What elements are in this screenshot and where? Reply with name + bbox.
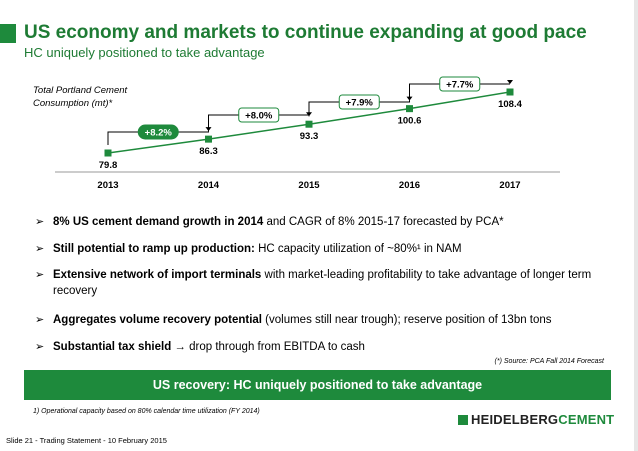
- data-label: 86.3: [199, 146, 218, 157]
- growth-label: +7.9%: [346, 98, 374, 109]
- growth-label: +8.2%: [145, 128, 173, 139]
- company-logo: HEIDELBERGCEMENT: [458, 412, 614, 427]
- growth-label: +8.0%: [245, 111, 273, 122]
- data-label: 93.3: [300, 131, 319, 142]
- growth-badge: [439, 76, 481, 92]
- bullet-bold: Substantial tax shield: [53, 341, 172, 353]
- data-point: [506, 88, 514, 96]
- arrowhead-icon: ➢: [35, 269, 45, 281]
- source-note: (*) Source: PCA Fall 2014 Forecast: [494, 358, 604, 365]
- bullet-text: → drop through from EBITDA to cash: [171, 341, 365, 353]
- data-point: [305, 120, 313, 128]
- logo-text-part2: CEMENT: [558, 412, 615, 427]
- logo-text-part1: HEIDELBERG: [471, 412, 559, 427]
- data-point: [406, 105, 413, 113]
- x-tick-label: 2015: [298, 180, 320, 191]
- data-point: [104, 149, 112, 157]
- x-tick-label: 2014: [198, 180, 220, 191]
- logo-mark-icon: [458, 415, 468, 425]
- x-tick-label: 2013: [97, 180, 118, 191]
- data-label: 108.4: [498, 99, 522, 110]
- arrowhead-icon: ➢: [35, 243, 45, 255]
- page-subtitle: HC uniquely positioned to take advantage: [24, 45, 265, 60]
- slide-edge: [634, 0, 638, 451]
- chart-label: Total Portland Cement Consumption (mt)*: [33, 84, 127, 110]
- slide-footer: Slide 21 - Trading Statement - 10 Februa…: [6, 436, 167, 445]
- chart-label-line1: Total Portland Cement: [33, 85, 128, 96]
- x-tick-label: 2016: [399, 180, 420, 191]
- growth-badge: [238, 107, 280, 123]
- x-tick-label: 2017: [499, 180, 520, 191]
- bullet-bold: 8% US cement demand growth in 2014: [53, 216, 264, 228]
- bullet-text: HC capacity utilization of ~80%¹ in NAM: [254, 243, 462, 255]
- footnote: 1) Operational capacity based on 80% cal…: [33, 408, 260, 415]
- arrowhead-icon: ➢: [35, 314, 45, 326]
- growth-label: +7.7%: [446, 80, 474, 91]
- summary-banner: US recovery: HC uniquely positioned to t…: [24, 370, 611, 400]
- chart-label-line2: Consumption (mt)*: [33, 98, 113, 109]
- growth-arrowhead: [507, 80, 513, 84]
- growth-badge: [338, 94, 380, 110]
- data-label: 100.6: [398, 116, 422, 127]
- page-title: US economy and markets to continue expan…: [24, 22, 587, 43]
- arrowhead-icon: ➢: [35, 216, 45, 228]
- bullet-text: with market-leading profitability to tak…: [53, 269, 592, 297]
- bullet-bold: Still potential to ramp up production:: [53, 243, 255, 255]
- bullet-bold: Extensive network of import terminals: [53, 269, 262, 281]
- bullet-text: and CAGR of 8% 2015-17 forecasted by PCA…: [263, 216, 504, 228]
- growth-badge: [137, 124, 179, 140]
- data-label: 79.8: [99, 160, 118, 171]
- title-accent-bar: [0, 24, 16, 43]
- bullet-bold: Aggregates volume recovery potential: [53, 314, 262, 326]
- data-point: [205, 135, 212, 143]
- cement-consumption-chart: 79.8 2013 86.3 2014 93.3 2015 100.6 2016 108.4 20…: [55, 76, 560, 191]
- arrowhead-icon: ➢: [35, 341, 45, 353]
- bullet-text: (volumes still near trough); reserve pos…: [261, 314, 552, 326]
